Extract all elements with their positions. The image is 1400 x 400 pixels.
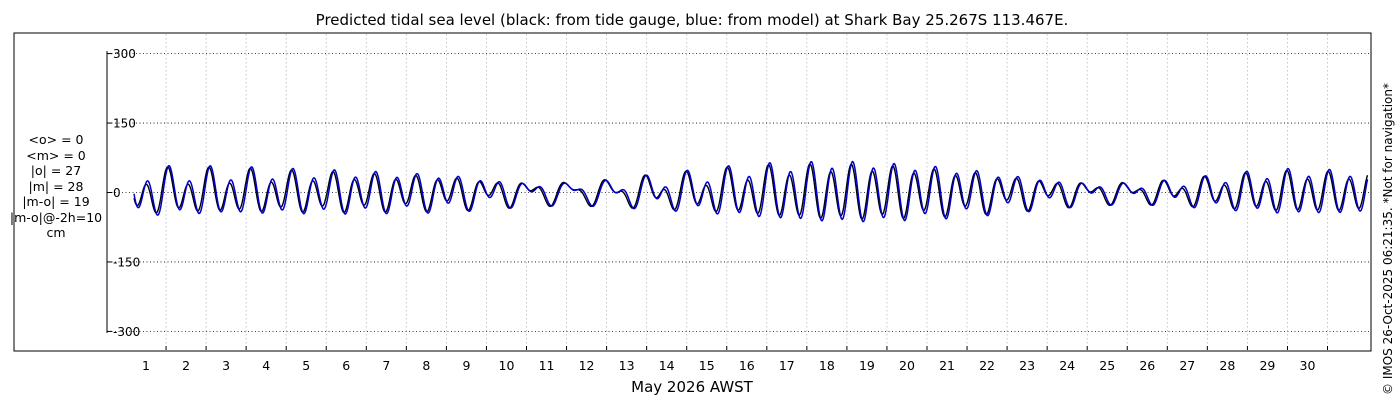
chart-title: Predicted tidal sea level (black: from t… <box>316 11 1069 29</box>
stat-abs-obs: |o| = 27 <box>30 163 82 178</box>
x-tick-label-4: 4 <box>262 358 270 373</box>
x-tick-label-26: 26 <box>1139 358 1155 373</box>
x-tick-label-27: 27 <box>1179 358 1195 373</box>
x-tick-label-14: 14 <box>659 358 675 373</box>
y-tick-label--300: -300 <box>113 325 140 339</box>
x-tick-label-11: 11 <box>539 358 555 373</box>
x-tick-label-10: 10 <box>499 358 515 373</box>
y-tick-label-150: 150 <box>113 117 136 131</box>
series-line-tide-gauge <box>133 163 1369 220</box>
x-tick-label-9: 9 <box>462 358 470 373</box>
x-tick-label-1: 1 <box>142 358 150 373</box>
x-tick-label-2: 2 <box>182 358 190 373</box>
stat-abs-model: |m| = 28 <box>28 178 84 194</box>
x-tick-label-23: 23 <box>1019 358 1035 373</box>
x-tick-label-18: 18 <box>819 358 835 373</box>
y-tick-label-300: 300 <box>113 47 136 61</box>
stat-mean-obs: <o> = 0 <box>28 132 84 147</box>
x-tick-label-22: 22 <box>979 358 995 373</box>
x-axis: 1 2 3 4 5 6 7 8 9 10 11 12 13 14 15 16 17 18 19 20 21 22 23 24 2… <box>142 346 1328 373</box>
stat-units: cm <box>46 225 66 240</box>
x-tick-label-8: 8 <box>422 358 430 373</box>
y-tick-label--150: -150 <box>113 255 140 269</box>
x-tick-label-20: 20 <box>899 358 915 373</box>
x-tick-label-15: 15 <box>699 358 715 373</box>
stat-abs-diff: |m-o| = 19 <box>22 194 90 209</box>
x-tick-label-30: 30 <box>1300 358 1316 373</box>
grid-layer <box>108 34 1370 350</box>
x-tick-label-12: 12 <box>579 358 595 373</box>
x-tick-label-21: 21 <box>939 358 955 373</box>
x-axis-label: May 2026 AWST <box>631 378 754 396</box>
x-tick-label-28: 28 <box>1219 358 1235 373</box>
y-tick-label-0: 0 <box>113 186 121 200</box>
x-tick-label-29: 29 <box>1259 358 1275 373</box>
x-tick-label-3: 3 <box>222 358 230 373</box>
x-tick-label-5: 5 <box>302 358 310 373</box>
stat-abs-diff-lag: |m-o|@-2h=10 <box>9 209 103 225</box>
stat-mean-model: <m> = 0 <box>26 147 86 163</box>
x-tick-label-13: 13 <box>619 358 635 373</box>
y-axis: 300 150 0 -150 -300 <box>106 47 140 339</box>
x-tick-label-16: 16 <box>739 358 755 373</box>
summary-stats: <o> = 0 <m> = 0 |o| = 27 |m| = 28 |m-o| … <box>0 132 112 241</box>
x-tick-label-25: 25 <box>1099 358 1115 373</box>
x-tick-label-6: 6 <box>342 358 350 373</box>
copyright-note: © IMOS 26-Oct-2025 06:21:35. *Not for na… <box>1381 83 1395 395</box>
series-layer <box>133 160 1369 223</box>
x-tick-label-24: 24 <box>1059 358 1075 373</box>
x-tick-label-7: 7 <box>382 358 390 373</box>
x-tick-label-19: 19 <box>859 358 875 373</box>
series-line-model <box>133 160 1369 223</box>
x-tick-label-17: 17 <box>779 358 795 373</box>
